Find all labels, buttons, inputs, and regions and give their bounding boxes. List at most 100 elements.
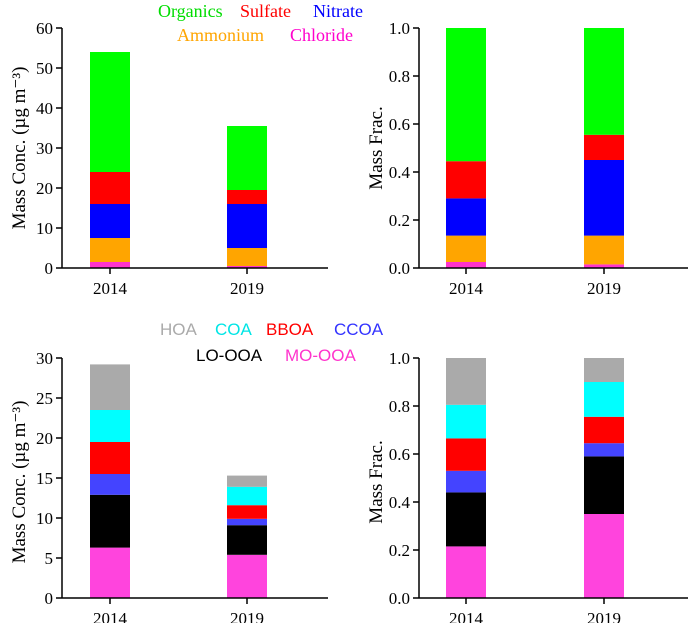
- legend-item-organics: Organics: [158, 1, 223, 21]
- bar-organics-2019: [227, 126, 267, 190]
- bar-ammonium-2019: [227, 248, 267, 266]
- bar-bboa-2019: [584, 416, 624, 444]
- x-tick-label-2014: 2014: [449, 609, 484, 623]
- bar-chloride-2019: [584, 264, 624, 268]
- bar-hoa-2019: [584, 358, 624, 382]
- y-tick-label: 0.6: [389, 445, 410, 464]
- y-tick-label: 50: [36, 59, 53, 78]
- bar-coa-2019: [584, 382, 624, 417]
- bar-nitrate-2014: [446, 198, 486, 236]
- x-tick-label-2014: 2014: [93, 609, 128, 623]
- bar-chloride-2014: [90, 262, 130, 268]
- y-tick-label: 20: [36, 429, 53, 448]
- legend-item-ccoa: CCOA: [334, 320, 384, 339]
- y-tick-label: 0.2: [389, 541, 410, 560]
- legend-item-coa: COA: [215, 320, 253, 339]
- legend-item-sulfate: Sulfate: [240, 1, 291, 21]
- y-axis-label-3: Mass Conc. (µg m⁻³): [9, 401, 30, 564]
- x-tick-label-2014: 2014: [93, 279, 128, 298]
- bar-ccoa-2019: [584, 443, 624, 457]
- legend-item-lo-ooa: LO-OOA: [196, 346, 263, 365]
- x-tick-label-2019: 2019: [230, 279, 264, 298]
- bar-nitrate-2019: [227, 204, 267, 248]
- legend-bottom: HOA COA BBOA CCOA LO-OOA MO-OOA: [160, 320, 384, 365]
- x-tick-label-2019: 2019: [587, 609, 621, 623]
- bar-bboa-2014: [446, 438, 486, 471]
- y-tick-label: 30: [36, 139, 53, 158]
- bar-mo-ooa-2019: [227, 554, 267, 598]
- bar-chloride-2019: [227, 266, 267, 268]
- bar-coa-2014: [90, 410, 130, 442]
- y-tick-label: 0: [45, 589, 54, 608]
- bar-ccoa-2014: [446, 470, 486, 493]
- y-tick-label: 1.0: [389, 349, 410, 368]
- bar-ccoa-2019: [227, 518, 267, 526]
- y-tick-label: 40: [36, 99, 53, 118]
- y-tick-label: 0.4: [389, 163, 411, 182]
- legend-item-chloride: Chloride: [290, 25, 353, 45]
- bar-chloride-2014: [446, 262, 486, 268]
- legend-item-ammonium: Ammonium: [177, 25, 264, 45]
- y-tick-label: 1.0: [389, 19, 410, 38]
- y-axis-label-4: Mass Frac.: [366, 440, 387, 523]
- bar-lo-ooa-2014: [446, 492, 486, 547]
- chart-panel-2: 0.0 0.2 0.4 0.6 0.8 1.0 2014 2019: [389, 19, 688, 298]
- chart-panel-3: 0 5 10 15 20 25 30 2014 2019: [36, 349, 328, 623]
- bar-mo-ooa-2014: [90, 547, 130, 598]
- chart-panel-1: 0 10 20 30 40 50 60 2014 2019: [36, 19, 328, 298]
- legend-item-bboa: BBOA: [266, 320, 314, 339]
- bar-sulfate-2019: [584, 134, 624, 160]
- y-tick-label: 10: [36, 509, 53, 528]
- bar-bboa-2019: [227, 505, 267, 519]
- bar-coa-2014: [446, 404, 486, 439]
- bar-lo-ooa-2019: [584, 456, 624, 514]
- y-tick-label: 20: [36, 179, 53, 198]
- y-tick-label: 5: [45, 549, 54, 568]
- bar-lo-ooa-2019: [227, 525, 267, 555]
- y-tick-label: 25: [36, 389, 53, 408]
- y-tick-label: 0.2: [389, 211, 410, 230]
- y-tick-label: 30: [36, 349, 53, 368]
- bar-nitrate-2014: [90, 204, 130, 238]
- bar-nitrate-2019: [584, 160, 624, 236]
- bar-ammonium-2019: [584, 235, 624, 265]
- y-axis-label-2: Mass Frac.: [366, 106, 387, 189]
- y-axis-label-1: Mass Conc. (µg m⁻³): [9, 67, 30, 230]
- bar-lo-ooa-2014: [90, 494, 130, 548]
- x-tick-label-2014: 2014: [449, 279, 484, 298]
- legend-item-nitrate: Nitrate: [313, 1, 363, 21]
- y-tick-label: 0.0: [389, 259, 410, 278]
- bar-organics-2014: [90, 52, 130, 172]
- bar-sulfate-2019: [227, 190, 267, 204]
- bar-hoa-2014: [90, 364, 130, 410]
- bar-organics-2019: [584, 28, 624, 135]
- y-tick-label: 0.8: [389, 67, 410, 86]
- y-tick-label: 0.8: [389, 397, 410, 416]
- chart-panel-4: 0.0 0.2 0.4 0.6 0.8 1.0 2014 2019: [389, 349, 688, 623]
- bar-hoa-2014: [446, 358, 486, 405]
- bar-ammonium-2014: [446, 235, 486, 262]
- y-tick-label: 15: [36, 469, 53, 488]
- bar-mo-ooa-2019: [584, 514, 624, 598]
- y-tick-label: 0.0: [389, 589, 410, 608]
- bar-mo-ooa-2014: [446, 546, 486, 598]
- bar-ccoa-2014: [90, 474, 130, 495]
- legend-top: Organics Sulfate Nitrate Ammonium Chlori…: [158, 1, 363, 45]
- legend-item-hoa: HOA: [160, 320, 198, 339]
- bar-sulfate-2014: [90, 172, 130, 204]
- y-tick-label: 0.4: [389, 493, 411, 512]
- bar-coa-2019: [227, 486, 267, 506]
- bar-bboa-2014: [90, 442, 130, 474]
- y-tick-label: 0.6: [389, 115, 410, 134]
- y-tick-label: 0: [45, 259, 54, 278]
- y-tick-label: 10: [36, 219, 53, 238]
- y-tick-label: 60: [36, 19, 53, 38]
- bar-organics-2014: [446, 28, 486, 162]
- bar-sulfate-2014: [446, 161, 486, 199]
- x-tick-label-2019: 2019: [230, 609, 264, 623]
- legend-item-mo-ooa: MO-OOA: [285, 346, 356, 365]
- x-tick-label-2019: 2019: [587, 279, 621, 298]
- bar-ammonium-2014: [90, 238, 130, 262]
